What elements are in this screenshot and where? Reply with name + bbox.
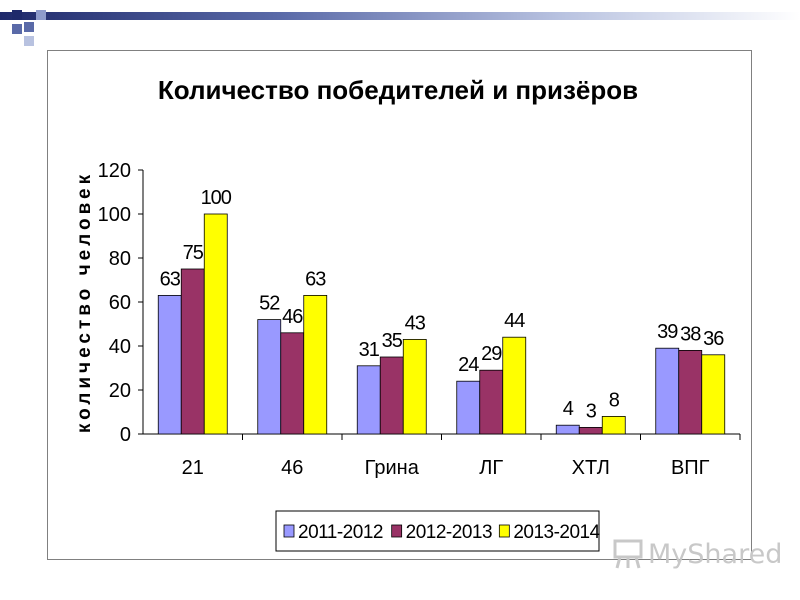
- data-label: 63: [160, 268, 181, 290]
- y-tick-label: 100: [98, 204, 131, 226]
- data-label: 43: [405, 312, 426, 334]
- data-label: 3: [586, 400, 597, 422]
- bar: [502, 336, 527, 435]
- legend-swatch: [391, 524, 403, 538]
- decor-square: [36, 10, 46, 20]
- decor-square: [24, 36, 34, 46]
- x-tick-label: ЛГ: [479, 457, 503, 479]
- bar: [356, 365, 381, 435]
- bar: [479, 369, 504, 435]
- legend-label: 2012-2013: [406, 522, 492, 543]
- bar: [601, 415, 626, 435]
- bar: [303, 294, 328, 435]
- bar: [456, 380, 481, 435]
- bar: [655, 347, 680, 435]
- data-label: 8: [609, 389, 620, 411]
- legend-label: 2013-2014: [513, 522, 600, 543]
- decor-square: [12, 10, 22, 20]
- bar: [280, 332, 305, 435]
- data-label: 35: [382, 330, 403, 352]
- legend-swatch: [498, 524, 510, 538]
- bar: [402, 338, 427, 435]
- bar: [678, 349, 703, 435]
- bar: [180, 268, 205, 435]
- x-tick-label: ВПГ: [671, 457, 710, 479]
- y-tick-label: 120: [98, 160, 131, 182]
- y-tick-label: 20: [109, 380, 131, 402]
- header-decor-bar: [0, 12, 800, 20]
- chart-title: Количество победителей и призёров: [157, 75, 639, 105]
- data-label: 52: [259, 293, 280, 315]
- y-tick-label: 60: [109, 292, 131, 314]
- y-tick-label: 0: [120, 424, 131, 446]
- data-label: 31: [359, 339, 380, 361]
- bar: [257, 319, 282, 435]
- bar: [203, 213, 228, 435]
- data-label: 46: [282, 306, 303, 328]
- y-tick-label: 40: [109, 336, 131, 358]
- data-label: 24: [458, 354, 479, 376]
- data-label: 36: [703, 328, 724, 350]
- data-label: 44: [504, 310, 525, 332]
- bar: [555, 424, 580, 435]
- data-label: 63: [305, 268, 326, 290]
- y-axis-label: количество человек: [74, 171, 95, 433]
- data-label: 4: [563, 398, 574, 420]
- y-tick-label: 80: [109, 248, 131, 270]
- legend-box: [275, 510, 600, 552]
- data-label: 39: [657, 321, 678, 343]
- data-label: 38: [680, 323, 701, 345]
- x-tick-label: Грина: [365, 457, 420, 479]
- bar: [157, 294, 182, 435]
- data-label: 100: [201, 187, 232, 209]
- x-tick-label: 46: [281, 457, 303, 479]
- watermark: MyShared: [612, 538, 782, 570]
- x-tick-label: 21: [182, 457, 204, 479]
- bar: [379, 356, 404, 435]
- decor-square: [24, 22, 34, 32]
- classroom-board-icon: [613, 539, 643, 569]
- decor-square: [12, 24, 22, 34]
- data-label: 29: [481, 343, 502, 365]
- legend-swatch: [283, 524, 295, 538]
- data-label: 75: [183, 242, 204, 264]
- bar: [701, 354, 726, 435]
- legend-label: 2011-2012: [298, 522, 383, 543]
- x-tick-label: ХТЛ: [572, 457, 610, 479]
- bar: [578, 426, 603, 435]
- watermark-text: MyShared: [648, 538, 783, 570]
